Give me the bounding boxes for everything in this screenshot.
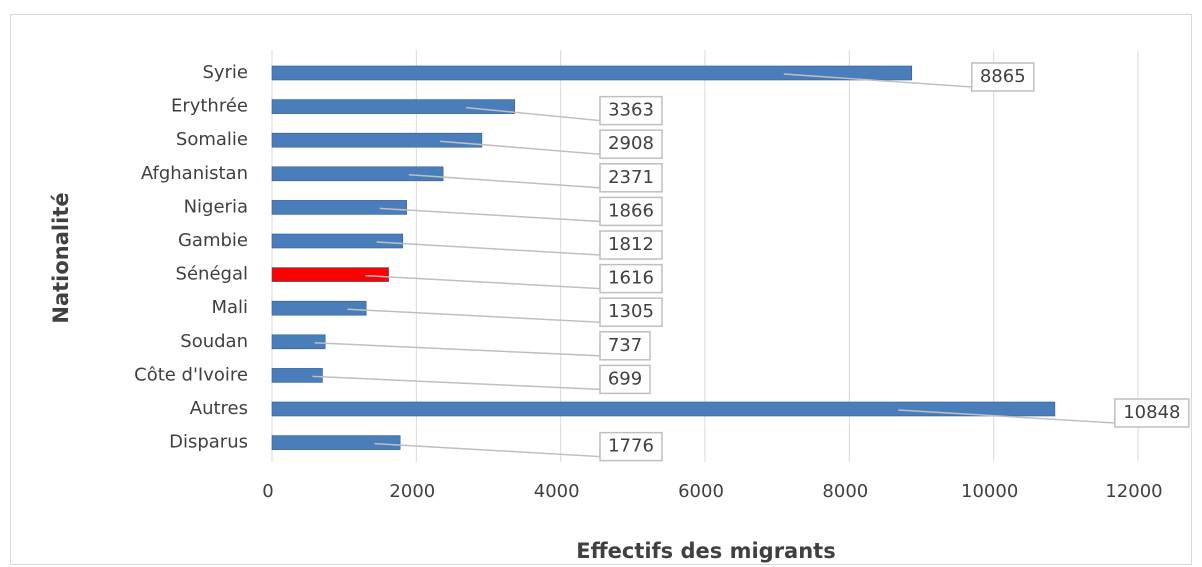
data-label-box	[599, 129, 663, 159]
bar	[271, 435, 401, 450]
data-label-box	[599, 95, 663, 126]
data-label: 1776	[608, 436, 654, 457]
data-label: 2908	[608, 133, 654, 154]
y-tick-label: Mali	[211, 297, 248, 318]
y-tick-label: Somalie	[176, 129, 248, 150]
data-label: 8865	[980, 66, 1026, 87]
data-label: 1616	[608, 268, 654, 289]
bar	[271, 233, 404, 249]
x-tick-label: 10000	[961, 481, 1018, 502]
data-label-box	[599, 297, 663, 327]
data-label: 1812	[608, 234, 654, 255]
data-label-box	[1114, 398, 1190, 428]
y-tick-label: Nigeria	[184, 196, 248, 217]
data-label: 737	[608, 335, 642, 356]
data-label: 699	[608, 368, 642, 389]
data-label: 1866	[608, 200, 654, 221]
x-tick-label: 8000	[822, 481, 868, 502]
data-label: 10848	[1123, 402, 1180, 423]
x-tick-label: 4000	[534, 481, 580, 502]
data-label-box	[599, 364, 651, 395]
bar	[271, 401, 1056, 417]
bar	[271, 99, 515, 114]
y-tick-label: Gambie	[178, 230, 248, 251]
y-tick-label: Autres	[190, 398, 248, 419]
bar	[271, 65, 913, 81]
data-label-box	[599, 196, 663, 227]
bar	[271, 267, 389, 282]
y-tick-label: Afghanistan	[141, 163, 248, 184]
x-tick-label: 6000	[678, 481, 724, 502]
bar	[271, 200, 407, 215]
y-tick-label: Disparus	[169, 432, 248, 453]
y-tick-label: Soudan	[180, 331, 248, 352]
data-label-box	[599, 163, 663, 193]
data-label-box	[599, 263, 663, 294]
data-label: 3363	[608, 100, 654, 121]
bar	[271, 132, 483, 148]
x-tick-label: 2000	[389, 481, 435, 502]
y-axis-title: Nationalité	[49, 192, 73, 323]
x-axis-title: Effectifs des migrants	[576, 539, 835, 563]
data-label-box	[599, 331, 651, 361]
y-tick-label: Côte d'Ivoire	[134, 364, 248, 385]
x-tick-label: 0	[262, 481, 273, 502]
data-label: 1305	[608, 301, 654, 322]
bar	[271, 334, 326, 350]
x-tick-label: 12000	[1105, 481, 1162, 502]
bar	[271, 300, 367, 316]
y-tick-label: Syrie	[202, 62, 248, 83]
bar	[271, 166, 444, 182]
y-tick-label: Erythrée	[171, 96, 248, 117]
data-label: 2371	[608, 167, 654, 188]
bar	[271, 368, 323, 383]
data-label-box	[599, 230, 663, 260]
data-label-box	[971, 62, 1035, 92]
data-label-box	[599, 431, 663, 462]
y-tick-label: Sénégal	[176, 264, 248, 285]
